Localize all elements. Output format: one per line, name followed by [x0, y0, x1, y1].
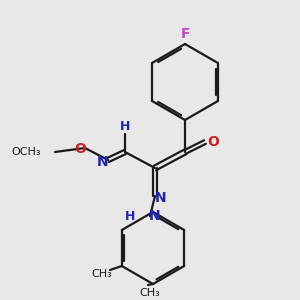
Text: H: H: [120, 119, 130, 133]
Text: N: N: [149, 209, 161, 223]
Text: F: F: [180, 27, 190, 41]
Text: OCH₃: OCH₃: [11, 147, 41, 157]
Text: O: O: [74, 142, 86, 156]
Text: CH₃: CH₃: [92, 269, 112, 279]
Text: H: H: [125, 209, 135, 223]
Text: O: O: [207, 135, 219, 149]
Text: N: N: [155, 191, 167, 205]
Text: N: N: [97, 155, 109, 169]
Text: CH₃: CH₃: [140, 288, 160, 298]
